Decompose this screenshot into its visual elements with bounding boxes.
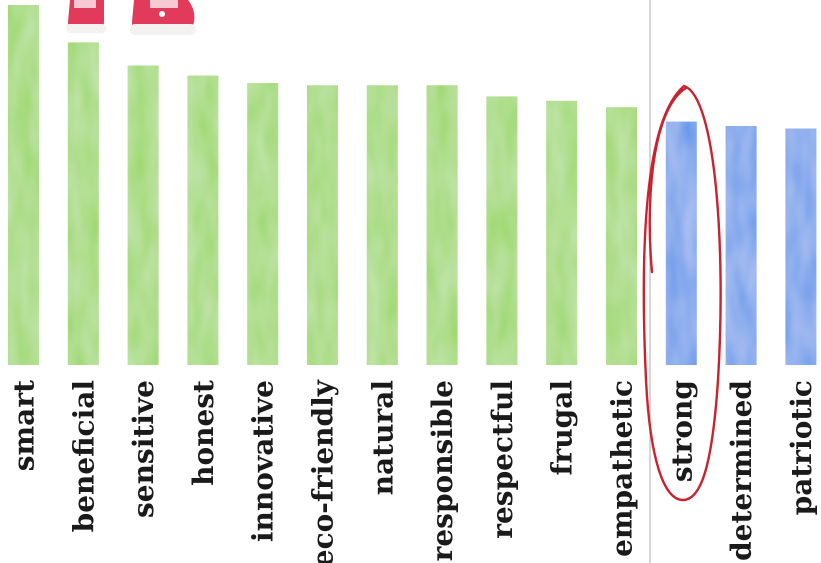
bar-empathetic [606,107,637,365]
tick-label-strong: strong [665,380,698,482]
bar-innovative [247,83,279,365]
tick-label-empathetic: empathetic [606,380,639,557]
bar-eco-friendly [307,85,338,366]
bar-frugal [546,100,578,366]
bars-group [8,5,817,366]
sneaker-right [130,0,196,35]
tick-label-frugal: frugal [546,380,579,476]
tick-label-determined: determined [725,380,758,561]
bar-respectful [486,96,518,366]
bar-strong [665,121,697,365]
sneaker-left [66,0,106,33]
bar-determined [725,126,757,365]
tick-label-smart: smart [8,380,41,471]
tick-label-innovative: innovative [247,380,280,542]
bar-sensitive [127,65,159,365]
bar-responsible [426,85,458,366]
bar-beneficial [67,42,99,366]
bar-smart [8,5,39,365]
tick-label-eco-friendly: eco-friendly [307,379,340,563]
tick-label-patriotic: patriotic [785,380,818,515]
tick-label-beneficial: beneficial [67,380,100,532]
sneakers-illustration [66,0,196,35]
bar-honest [187,75,219,365]
tick-label-honest: honest [187,380,220,486]
category-labels: smart beneficial sensitive honest innovative… [8,379,818,563]
tick-label-natural: natural [366,380,399,495]
bar-natural [366,85,398,366]
tick-label-sensitive: sensitive [127,380,160,518]
tick-label-respectful: respectful [486,380,519,539]
highlight-ellipse [642,84,722,502]
bar-patriotic [785,128,817,365]
tick-label-responsible: responsible [426,380,459,561]
